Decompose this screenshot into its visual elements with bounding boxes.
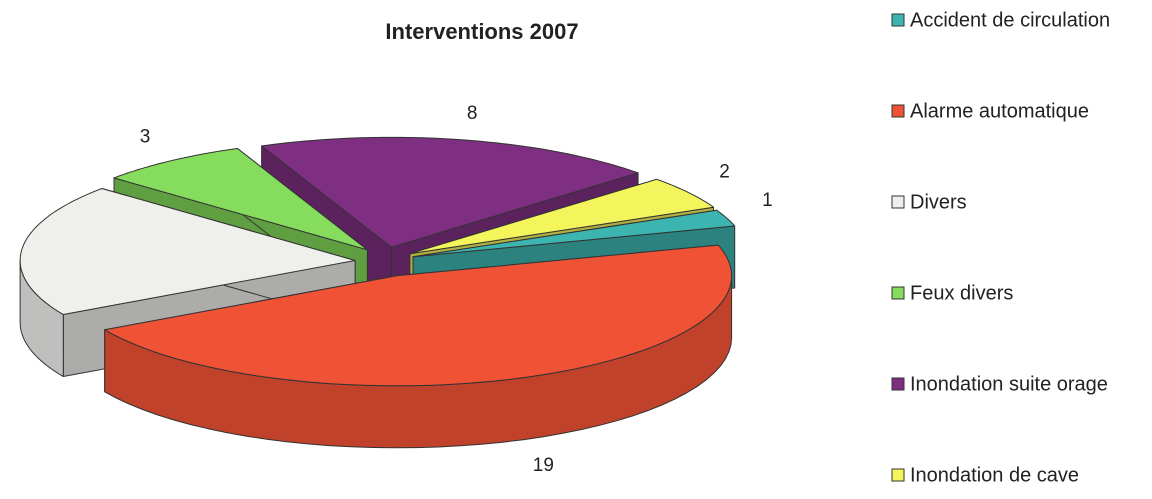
slice-top: [104, 244, 733, 387]
data-label: 1: [762, 190, 773, 211]
legend-swatch: [891, 377, 905, 391]
legend-label: Alarme automatique: [910, 100, 1089, 122]
data-label: 8: [467, 103, 478, 124]
chart-title: Interventions 2007: [385, 19, 578, 44]
slice-top: [409, 178, 714, 255]
slice: [104, 244, 733, 449]
slice-top: [19, 188, 356, 315]
legend-label: Accident de circulation: [910, 9, 1110, 31]
legend-swatch: [891, 13, 905, 27]
legend-label: Inondation de cave: [910, 464, 1079, 486]
slice-top: [113, 148, 368, 251]
legend-label: Divers: [910, 191, 967, 213]
slice-top: [261, 136, 639, 248]
legend-label: Feux divers: [910, 282, 1013, 304]
legend-swatch: [891, 468, 905, 482]
legend-swatch: [891, 195, 905, 209]
data-label: 19: [533, 455, 554, 476]
legend-swatch: [891, 104, 905, 118]
legend-swatch: [891, 286, 905, 300]
data-label: 3: [140, 126, 151, 147]
legend-label: Inondation suite orage: [910, 373, 1108, 395]
data-label: 2: [719, 162, 730, 183]
slice-top: [412, 209, 736, 258]
